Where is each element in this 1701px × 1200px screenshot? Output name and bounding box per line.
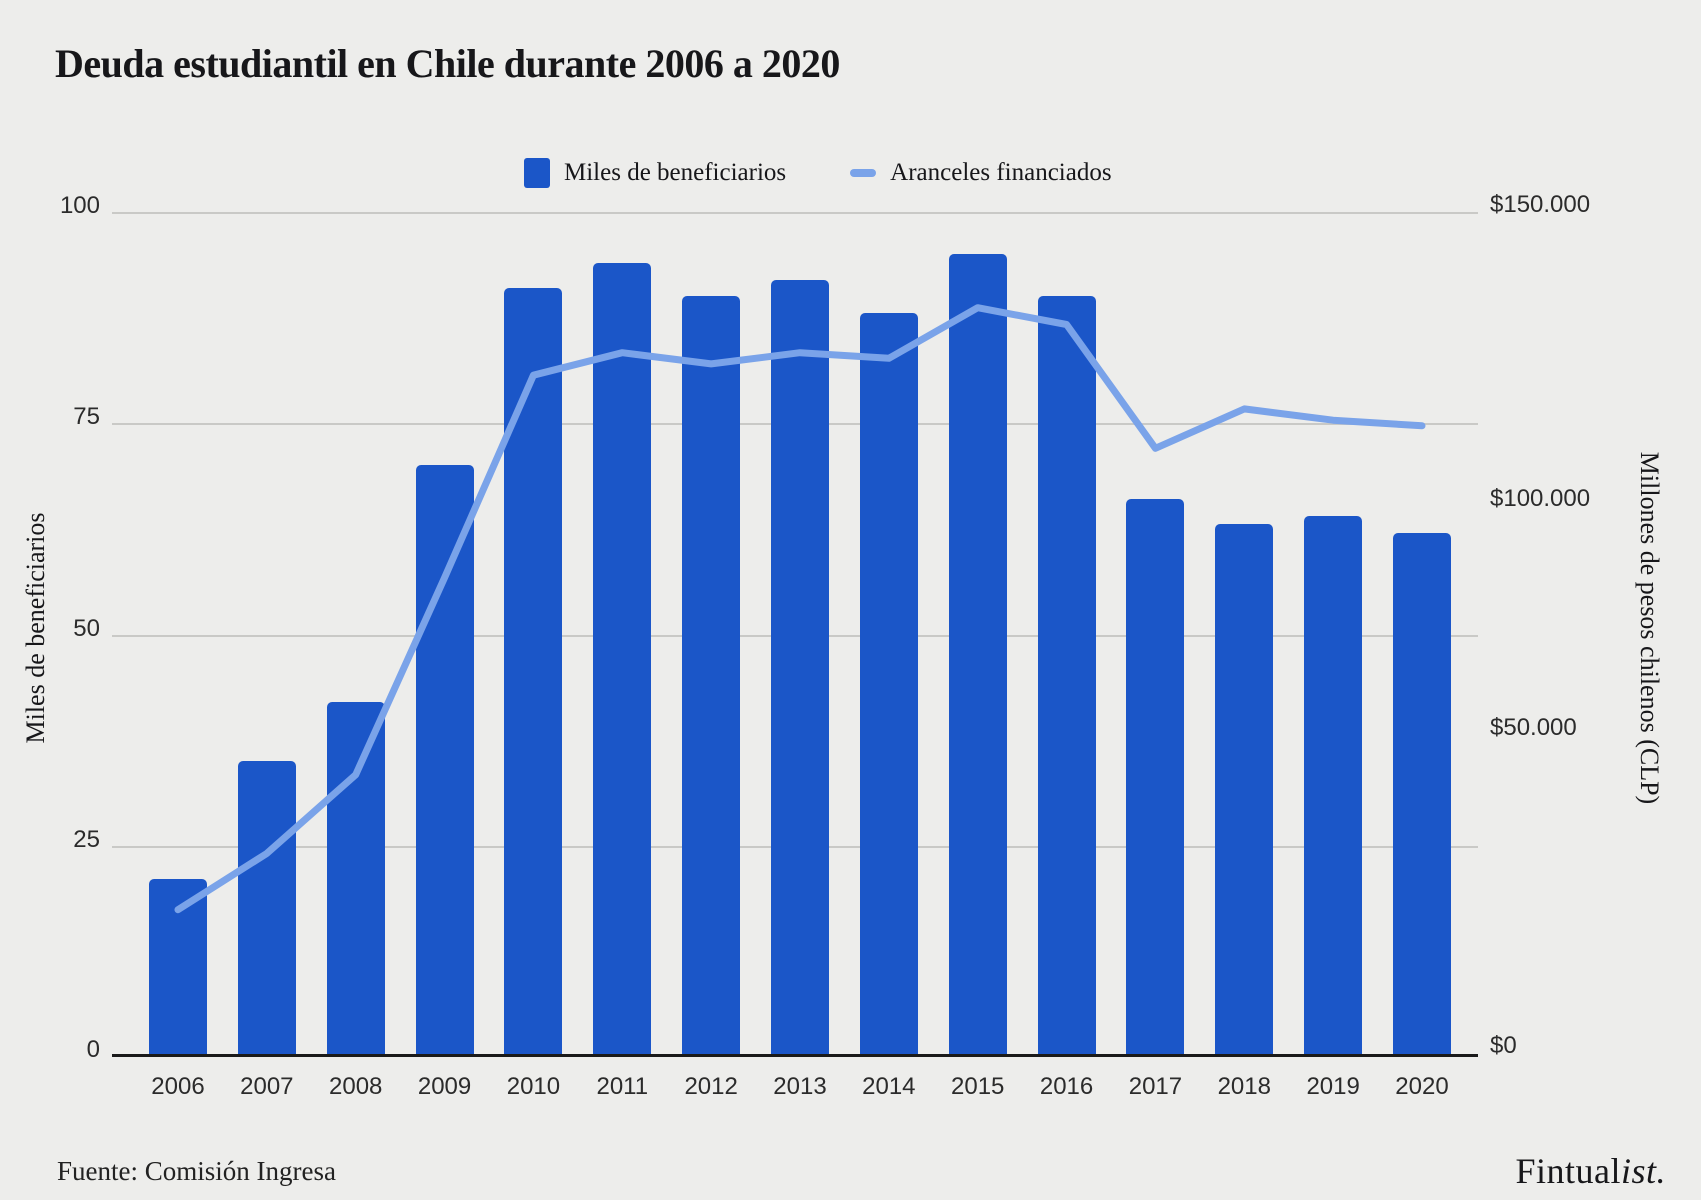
y-right-tick-$50.000: $50.000 bbox=[1490, 714, 1577, 741]
legend-label: Aranceles financiados bbox=[890, 159, 1112, 186]
gridline-100 bbox=[112, 212, 1478, 214]
bar-2008 bbox=[326, 701, 385, 1056]
legend-item-beneficiarios: Miles de beneficiarios bbox=[524, 158, 786, 188]
y-left-tick-50: 50 bbox=[73, 615, 100, 642]
brand-suffix: ist. bbox=[1620, 1151, 1666, 1191]
line-series-swatch-icon bbox=[850, 169, 877, 177]
x-tick-2009: 2009 bbox=[417, 1073, 472, 1100]
bar-2018 bbox=[1215, 524, 1274, 1056]
y-left-tick-100: 100 bbox=[59, 192, 100, 219]
bar-2014 bbox=[859, 313, 918, 1056]
bar-2017 bbox=[1126, 498, 1185, 1056]
bar-2009 bbox=[415, 465, 474, 1056]
bar-2010 bbox=[504, 287, 563, 1056]
x-tick-2008: 2008 bbox=[329, 1073, 383, 1100]
x-axis-line bbox=[112, 1054, 1478, 1057]
bar-2016 bbox=[1037, 296, 1096, 1056]
x-tick-2020: 2020 bbox=[1395, 1073, 1449, 1100]
bar-series-swatch-icon bbox=[524, 158, 550, 188]
bar-2020 bbox=[1392, 532, 1451, 1056]
bar-2011 bbox=[593, 262, 652, 1056]
y-left-tick-0: 0 bbox=[86, 1036, 100, 1063]
x-tick-2012: 2012 bbox=[684, 1073, 738, 1100]
y-right-tick-$0: $0 bbox=[1490, 1032, 1517, 1059]
bar-2013 bbox=[770, 279, 829, 1056]
x-tick-2011: 2011 bbox=[596, 1073, 649, 1100]
legend-item-aranceles: Aranceles financiados bbox=[850, 159, 1112, 187]
y-left-tick-25: 25 bbox=[73, 826, 100, 853]
x-tick-2014: 2014 bbox=[862, 1073, 916, 1100]
brand-text: Fintual bbox=[1515, 1151, 1621, 1191]
y-axis-right-title: Millones de pesos chilenos (CLP) bbox=[1635, 451, 1664, 805]
x-tick-2017: 2017 bbox=[1128, 1073, 1183, 1100]
y-right-tick-$150.000: $150.000 bbox=[1490, 191, 1591, 218]
x-tick-2015: 2015 bbox=[951, 1073, 1005, 1100]
bar-2012 bbox=[682, 296, 741, 1056]
bar-2006 bbox=[149, 878, 207, 1056]
bar-2007 bbox=[237, 760, 296, 1056]
x-tick-2016: 2016 bbox=[1039, 1073, 1094, 1100]
legend-label: Miles de beneficiarios bbox=[564, 159, 787, 186]
fintualist-logo: Fintualist. bbox=[1515, 1150, 1666, 1192]
source-note: Fuente: Comisión Ingresa bbox=[57, 1156, 336, 1186]
x-tick-2013: 2013 bbox=[773, 1073, 827, 1100]
chart-title: Deuda estudiantil en Chile durante 2006 … bbox=[55, 41, 840, 86]
x-tick-2007: 2007 bbox=[240, 1073, 294, 1100]
bar-2015 bbox=[948, 254, 1007, 1056]
legend: Miles de beneficiarios Aranceles financi… bbox=[524, 158, 1112, 188]
y-right-tick-$100.000: $100.000 bbox=[1490, 485, 1591, 512]
x-tick-2006: 2006 bbox=[151, 1073, 205, 1100]
y-axis-left-title: Miles de beneficiarios bbox=[21, 512, 50, 744]
bar-2019 bbox=[1304, 515, 1363, 1056]
y-left-tick-75: 75 bbox=[73, 403, 100, 430]
x-tick-2019: 2019 bbox=[1306, 1073, 1360, 1100]
x-tick-2018: 2018 bbox=[1217, 1073, 1271, 1100]
x-tick-2010: 2010 bbox=[506, 1073, 561, 1100]
